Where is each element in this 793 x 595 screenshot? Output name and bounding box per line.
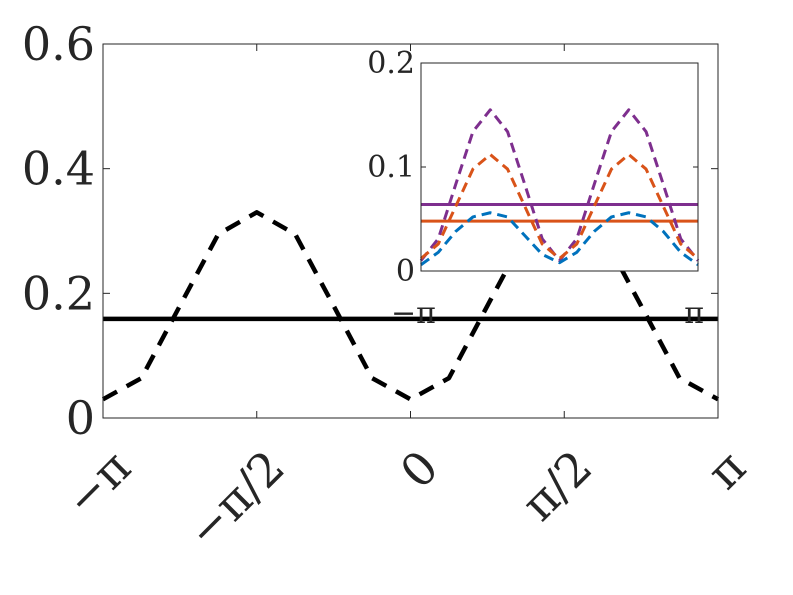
inset-ytick-label: 0.1 <box>367 150 415 185</box>
inset-ytick-label: 0.2 <box>367 46 415 81</box>
main-xtick-label: −π <box>54 440 141 527</box>
main-ytick-label: 0.4 <box>22 142 95 196</box>
inset-series-4-dashed-line <box>420 153 699 261</box>
inset-ytick-label: 0 <box>396 254 415 289</box>
inset-xtick-label: π <box>684 296 704 331</box>
main-xtick-label: −π/2 <box>176 440 294 558</box>
main-ytick-label: 0.6 <box>22 17 95 71</box>
inset-xtick-label: −π <box>391 296 436 331</box>
inset-series-3-dashed-line <box>419 108 700 263</box>
main-xtick-label: π/2 <box>511 440 602 531</box>
main-ytick-label: 0.2 <box>22 266 95 320</box>
inset-series-5-dashed-line <box>420 211 699 266</box>
main-xtick-label: π <box>697 440 757 500</box>
main-ytick-label: 0 <box>66 391 95 445</box>
inset-plot-area <box>421 63 698 271</box>
inset-axes: 0 0.1 0.2 −π π <box>367 46 704 331</box>
main-xtick-label: 0 <box>390 440 449 499</box>
